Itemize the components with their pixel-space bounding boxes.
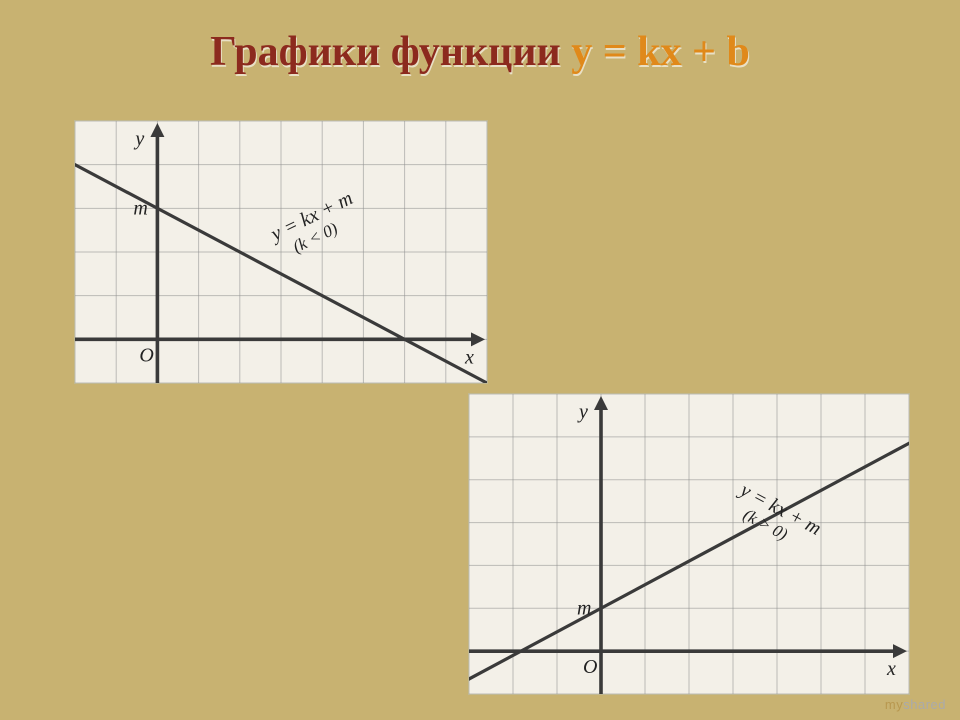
svg-text:x: x	[886, 658, 896, 680]
svg-text:x: x	[464, 346, 474, 368]
svg-text:m: m	[577, 597, 591, 619]
graph-panel-negative-slope: Oxymy = kx + m(k < 0)	[74, 120, 488, 384]
graph-panel-positive-slope: Oxymy = kx + m(k > 0)	[468, 393, 910, 695]
svg-text:m: m	[133, 197, 147, 219]
svg-text:y: y	[133, 128, 144, 150]
svg-text:y: y	[577, 401, 588, 423]
watermark: myshared	[885, 697, 946, 712]
graph-svg-positive: Oxymy = kx + m(k > 0)	[469, 394, 909, 694]
watermark-part1: my	[885, 697, 903, 712]
watermark-part2: shared	[903, 697, 946, 712]
svg-text:O: O	[139, 344, 153, 366]
graph-svg-negative: Oxymy = kx + m(k < 0)	[75, 121, 487, 383]
slide-root: Графики функции у = kх + b Oxymy = kx + …	[0, 0, 960, 720]
slide-title: Графики функции у = kх + b	[0, 28, 960, 76]
svg-text:O: O	[583, 656, 597, 678]
